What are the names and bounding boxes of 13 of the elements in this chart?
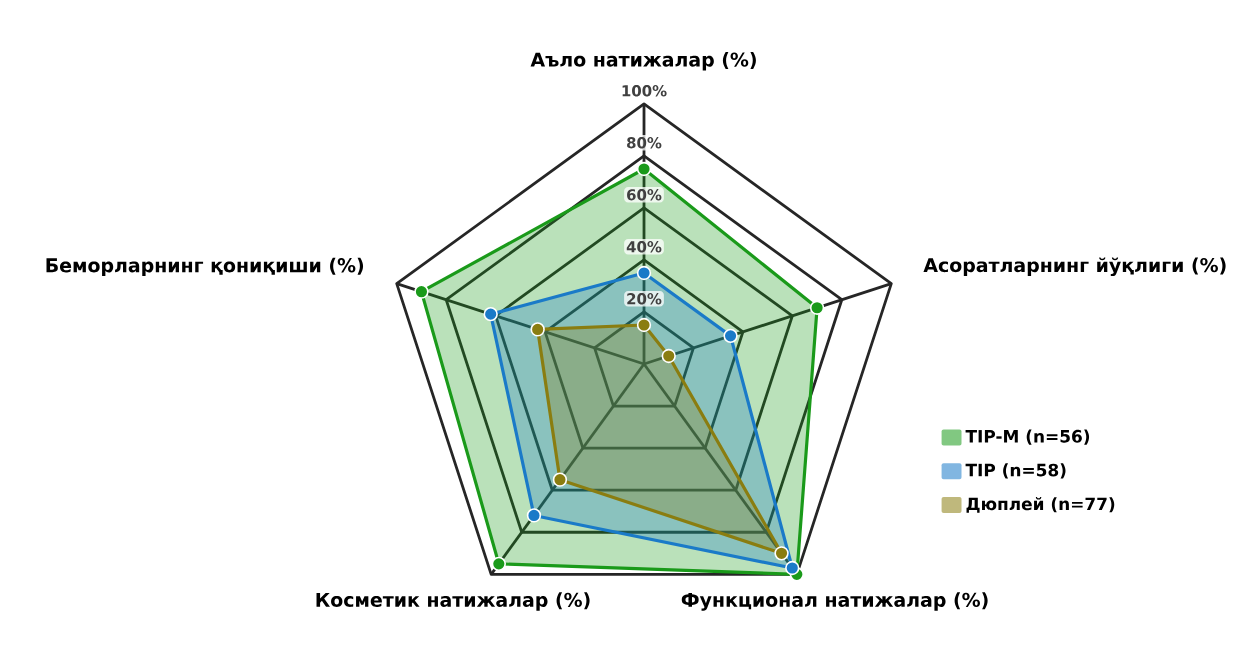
legend-label: TIP (n=58) <box>965 463 1066 479</box>
spoke-label: Беморларнинг қониқиши (%) <box>46 257 364 277</box>
legend-label: TIP-M (n=56) <box>965 429 1090 445</box>
spoke-label: Аъло натижалар (%) <box>530 52 756 71</box>
y-tick-label: 60% <box>627 189 662 201</box>
spoke-label: Функционал натижалар (%) <box>681 592 988 611</box>
spoke-label: Косметик натижалар (%) <box>316 592 590 611</box>
y-tick-label: 100% <box>622 85 667 97</box>
y-tick-label: 80% <box>627 137 662 149</box>
y-tick-label: 40% <box>626 241 662 253</box>
legend-label: Дюплей (n=77) <box>966 497 1115 513</box>
y-tick-label: 20% <box>627 293 662 305</box>
spoke-label: Асоратларнинг йўқлиги (%) <box>923 257 1226 277</box>
